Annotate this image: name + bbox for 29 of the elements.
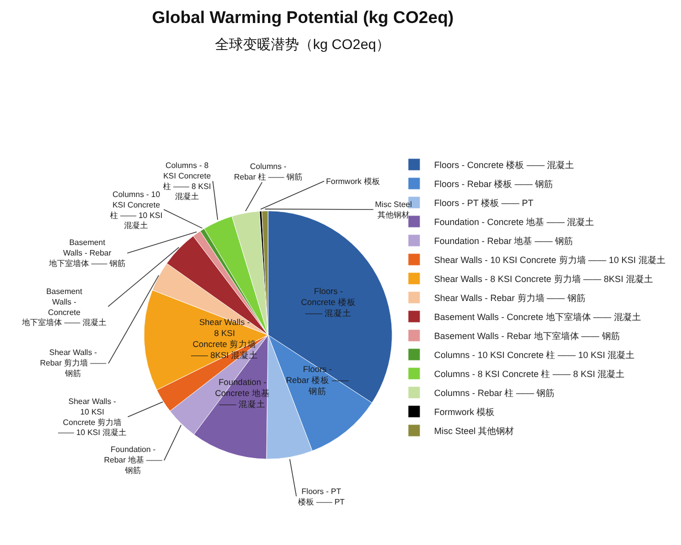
legend-label: Formwork 模板 [434,407,495,418]
legend-label: Columns - 8 KSI Concrete 柱 —— 8 KSI 混凝土 [434,369,625,380]
legend-label: Shear Walls - 10 KSI Concrete 剪力墙 —— 10 KSI 混凝土 [434,255,666,266]
legend-label: Foundation - Rebar 地基 —— 钢筋 [434,236,574,246]
legend-label: Columns - 10 KSI Concrete 柱 —— 10 KSI 混凝土 [434,350,635,360]
chart-subtitle: 全球变暖潜势（kg CO2eq） [215,36,390,52]
legend-label: Basement Walls - Rebar 地下室墙体 —— 钢筋 [434,331,620,342]
slice-label: Basement Walls - Concrete 地下室墙体 —— 混凝土 [21,287,106,328]
legend-label: Shear Walls - 8 KSI Concrete 剪力墙 —— 8KSI 混凝土 [434,274,653,284]
slice-label: Foundation - Rebar 地基 —— 钢筋 [104,445,162,475]
slice-label: Columns - 10 KSI Concrete 柱 —— 10 KSI 混凝土 [110,190,162,230]
slice-label: Shear Walls - 10 KSI Concrete 剪力墙 —— 10 KSI 混凝土 [58,397,126,438]
legend-label: Columns - Rebar 柱 —— 钢筋 [434,388,555,398]
slice-label: Shear Walls - Rebar 剪力墙 —— 钢筋 [40,348,106,378]
legend-label: Foundation - Concrete 地基 —— 混凝土 [434,217,594,228]
slice-label: Columns - Rebar 柱 —— 钢筋 [234,162,302,182]
legend-label: Shear Walls - Rebar 剪力墙 —— 钢筋 [434,293,586,304]
legend-label: Floors - Rebar 楼板 —— 钢筋 [434,179,554,190]
legend-label: Floors - Concrete 楼板 —— 混凝土 [434,160,574,170]
slice-label: Misc Steel 其他钢材 [375,200,412,220]
legend-label: Basement Walls - Concrete 地下室墙体 —— 混凝土 [434,312,641,322]
chart-title: Global Warming Potential (kg CO2eq) [152,8,454,27]
slice-label: Floors - PT 楼板 —— PT [298,487,345,506]
slice-label: Columns - 8 KSI Concrete 柱 —— 8 KSI 混凝土 [163,161,212,202]
slice-label: Formwork 模板 [326,177,380,186]
legend-label: Floors - PT 楼板 —— PT [434,198,534,208]
slice-label: Floors - Concrete 楼板 —— 混凝土 [301,286,356,318]
legend-label: Misc Steel 其他钢材 [434,426,514,436]
slice-label: Basement Walls - Rebar 地下室墙体 —— 钢筋 [48,238,126,268]
